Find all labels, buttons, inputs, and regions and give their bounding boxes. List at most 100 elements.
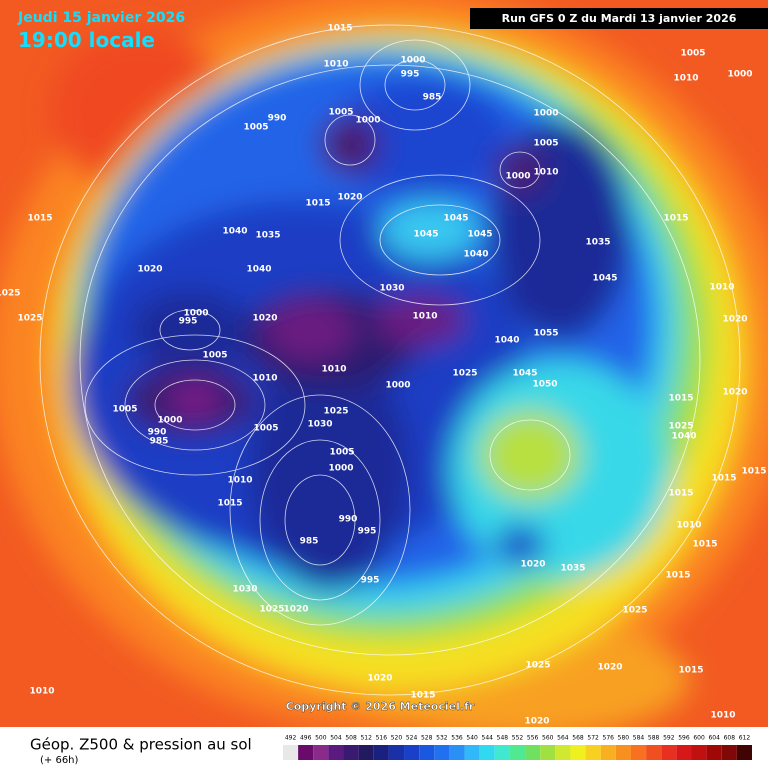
isobar-label: 1015: [711, 474, 736, 484]
isobar-label: 1000: [355, 116, 380, 126]
legend-swatch: [509, 745, 526, 760]
legend-label: 492: [285, 735, 297, 742]
isobar-label: 1020: [337, 193, 362, 203]
legend-label: 496: [300, 735, 312, 742]
legend-swatch: [328, 745, 344, 760]
legend-swatch: [419, 745, 435, 760]
forecast-date: Jeudi 15 janvier 2026: [17, 10, 185, 26]
isobar-label: 1005: [112, 405, 137, 415]
legend-swatch: [343, 745, 359, 760]
isobar-label: 1040: [494, 336, 519, 346]
isobar-label: 1000: [727, 70, 752, 80]
isobar-label: 1035: [255, 231, 280, 241]
isobar-label: 1010: [29, 687, 54, 697]
isobar-label: 1020: [722, 315, 747, 325]
isobar-label: 1025: [0, 289, 21, 299]
run-box: [470, 8, 768, 29]
legend-label: 612: [739, 735, 751, 742]
legend-label: 532: [436, 735, 448, 742]
isobar-label: 1020: [283, 605, 308, 615]
legend-label: 608: [724, 735, 736, 742]
legend-label: 604: [708, 735, 720, 742]
isobar-label: 1010: [321, 365, 346, 375]
isobar-label: 995: [401, 70, 420, 80]
isobar-label: 995: [179, 317, 198, 327]
legend-label: 516: [376, 735, 388, 742]
isobar-label: 1030: [379, 284, 404, 294]
isobar-label: 1015: [27, 214, 52, 224]
isobar-label: 1025: [622, 606, 647, 616]
legend-swatch: [434, 745, 450, 760]
legend-swatch: [721, 745, 737, 760]
isobar-label: 1015: [663, 214, 688, 224]
legend-label: 500: [315, 735, 327, 742]
copyright: Copyright © 2026 Meteociel.fr: [286, 700, 475, 713]
isobar-label: 1015: [692, 540, 717, 550]
isobar-label: 1040: [671, 432, 696, 442]
legend-swatch: [600, 745, 616, 760]
legend-label: 568: [572, 735, 584, 742]
run-info: Run GFS 0 Z du Mardi 13 janvier 2026: [502, 12, 737, 25]
legend-swatch: [373, 745, 389, 760]
isobar-label: 1005: [680, 49, 705, 59]
footer-title: Géop. Z500 & pression au sol: [30, 736, 252, 754]
isobar-label: 1020: [597, 663, 622, 673]
isobar-label: 1020: [520, 560, 545, 570]
isobar-label: 1010: [252, 374, 277, 384]
isobar-label: 1000: [505, 172, 530, 182]
isobar-label: 995: [361, 576, 380, 586]
legend-label: 572: [587, 735, 599, 742]
isobar-label: 1030: [232, 585, 257, 595]
legend-label: 512: [360, 735, 372, 742]
isobar-label: 1010: [673, 74, 698, 84]
legend-swatch: [479, 745, 495, 760]
isobar-label: 1020: [252, 314, 277, 324]
legend-swatch: [585, 745, 601, 760]
isobar-label: 1015: [665, 571, 690, 581]
isobar-label: 1005: [243, 123, 268, 133]
isobar-label: 1045: [592, 274, 617, 284]
legend-label: 560: [542, 735, 554, 742]
isobar-label: 1020: [367, 674, 392, 684]
legend-label: 592: [663, 735, 675, 742]
legend-label: 504: [330, 735, 342, 742]
legend-label: 536: [451, 735, 463, 742]
legend-swatch: [449, 745, 465, 760]
legend-label: 576: [603, 735, 615, 742]
legend-label: 596: [678, 735, 690, 742]
legend-label: 556: [527, 735, 539, 742]
isobar-label: 1040: [463, 250, 488, 260]
legend-swatch: [358, 745, 374, 760]
legend-swatch: [464, 745, 480, 760]
isobar-label: 985: [423, 93, 442, 103]
isobar-label: 1015: [741, 467, 766, 477]
isobar-label: 1025: [17, 314, 42, 324]
legend-label: 508: [345, 735, 357, 742]
isobar-label: 1010: [533, 168, 558, 178]
isobar-label: 1000: [385, 381, 410, 391]
legend-swatch: [646, 745, 662, 760]
isobar-label: 1015: [410, 691, 435, 701]
isobar-label: 1045: [443, 214, 468, 224]
legend-label: 548: [497, 735, 509, 742]
isobar-label: 1025: [452, 369, 477, 379]
legend-swatch: [525, 745, 541, 760]
isobar-label: 1025: [323, 407, 348, 417]
isobar-label: 1025: [525, 661, 550, 671]
isobar-label: 990: [268, 114, 287, 124]
legend-swatch: [283, 745, 299, 760]
isobar-label: 995: [358, 527, 377, 537]
isobar-label: 1005: [329, 448, 354, 458]
isobar-label: 990: [339, 515, 358, 525]
isobar-label: 1010: [709, 283, 734, 293]
isobar-label: 1005: [328, 108, 353, 118]
isobar-label: 1025: [668, 422, 693, 432]
legend-swatch: [630, 745, 647, 760]
legend-swatch: [298, 745, 314, 760]
isobar-label: 985: [300, 537, 319, 547]
legend-swatch: [388, 745, 405, 760]
isobar-label: 1015: [678, 666, 703, 676]
isobar-label: 1020: [722, 388, 747, 398]
